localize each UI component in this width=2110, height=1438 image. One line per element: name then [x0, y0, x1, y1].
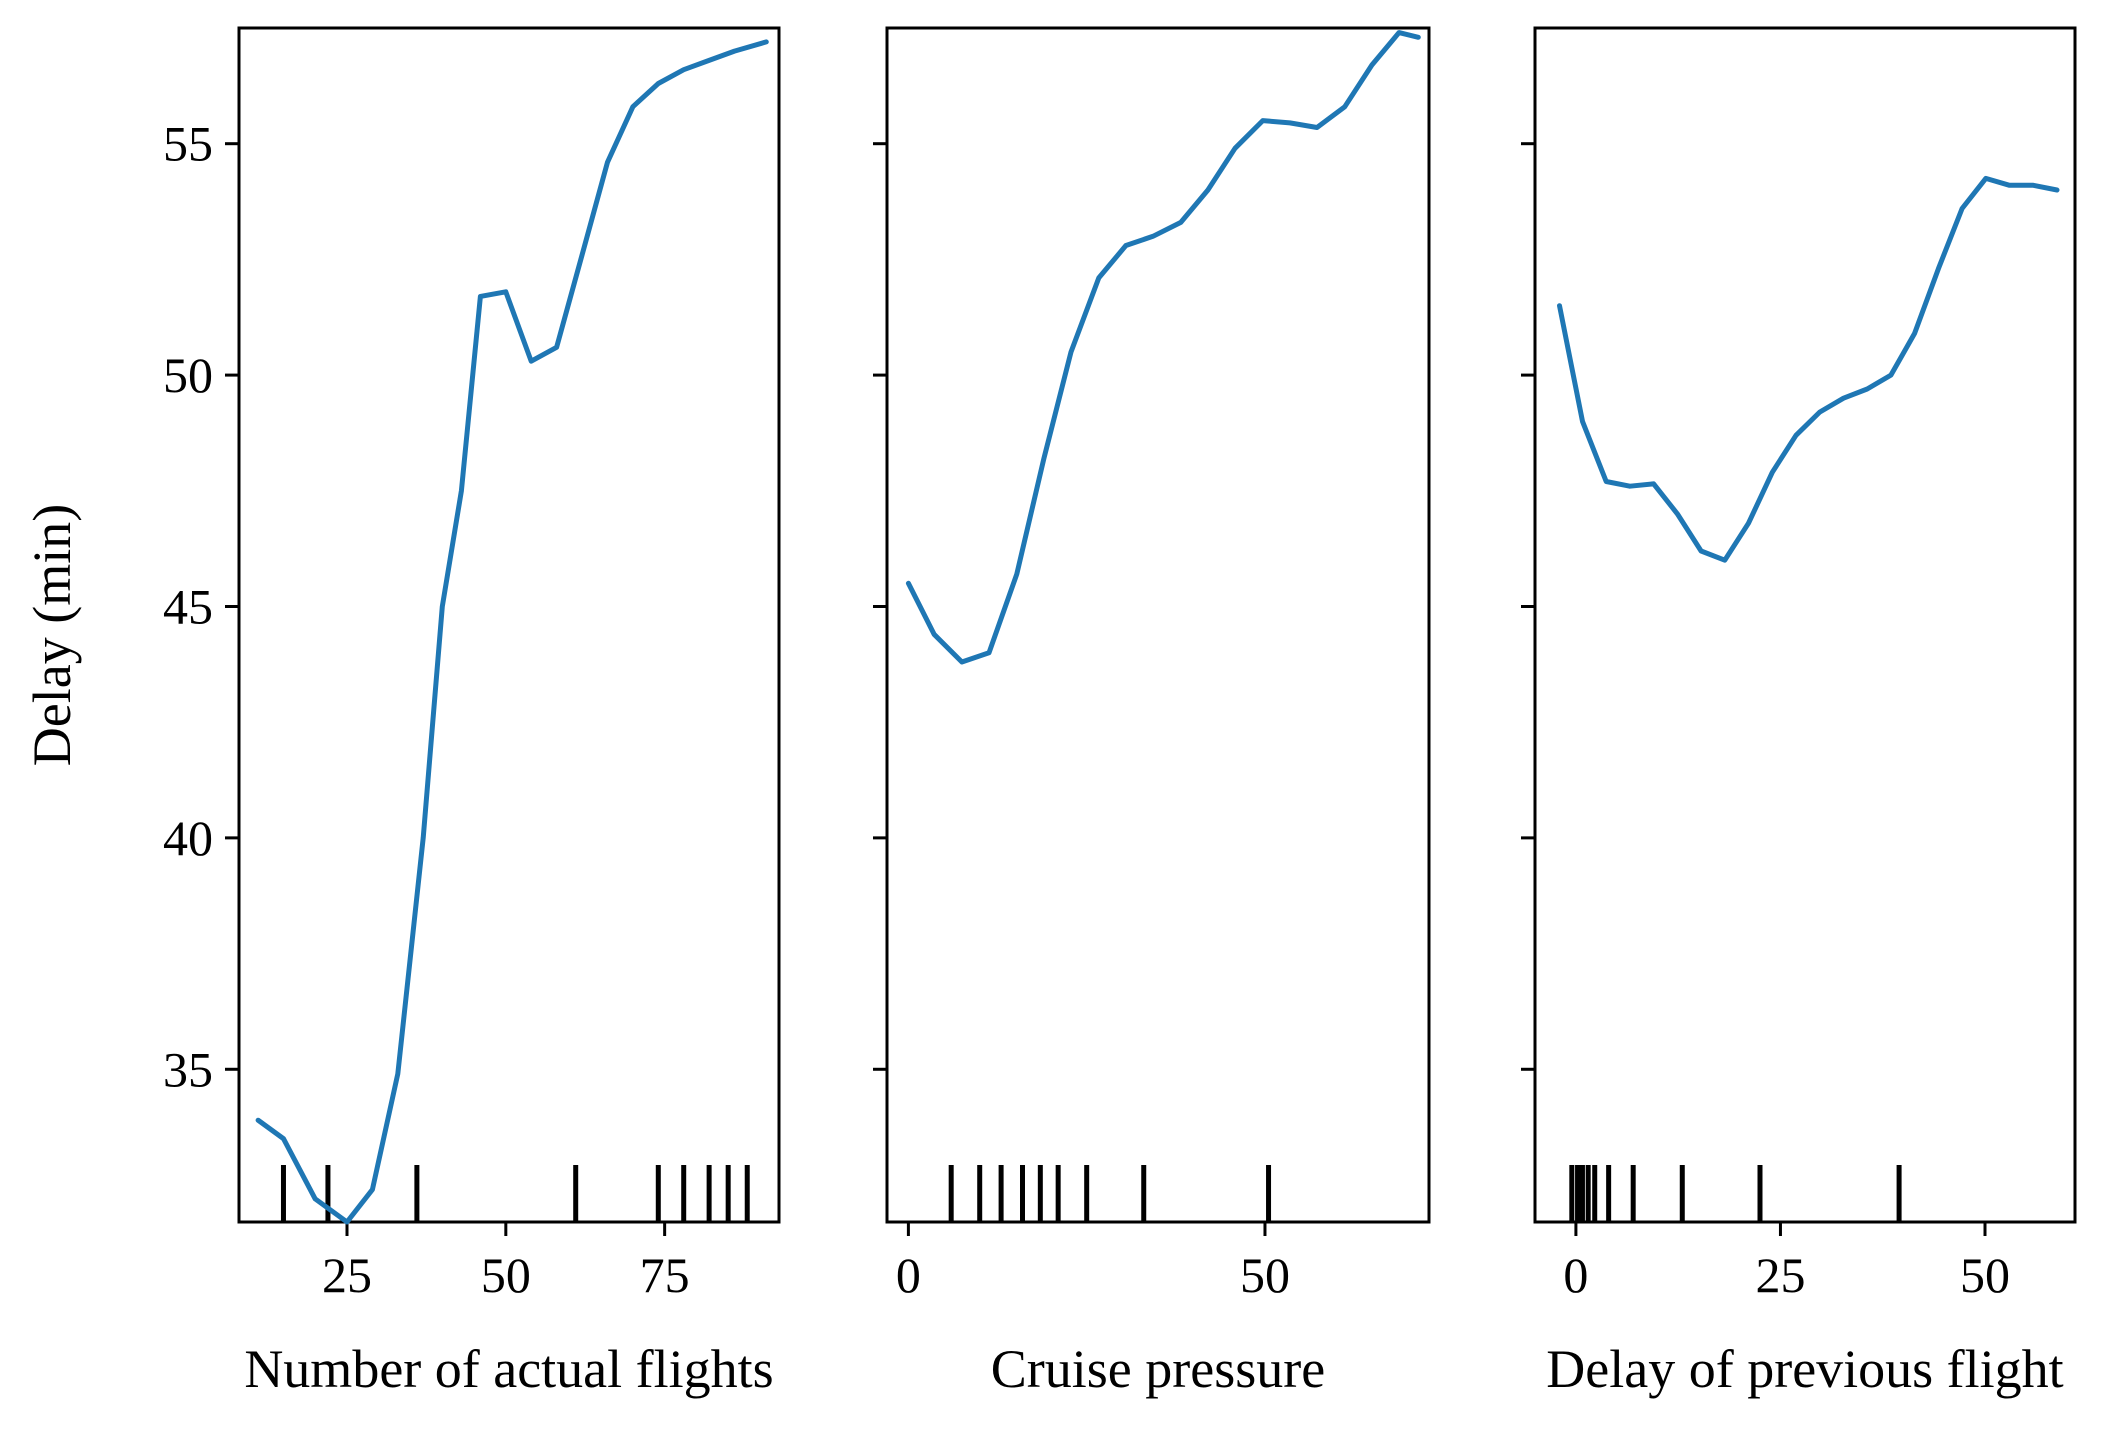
x-axis-label: Delay of previous flight	[1546, 1339, 2063, 1399]
y-tick-label: 40	[163, 810, 213, 866]
x-tick-label: 50	[1240, 1247, 1290, 1303]
panel-2: 0 50 Cruise pressure	[873, 26, 1431, 1399]
pdp-curve-1	[255, 39, 769, 1225]
y-tick-label: 45	[163, 578, 213, 634]
x-axis-label: Cruise pressure	[991, 1339, 1325, 1399]
panel-2-frame	[885, 26, 1431, 1224]
x-tick-label: 0	[896, 1247, 921, 1303]
y-tick-label: 50	[163, 347, 213, 403]
pdp-curve-3	[1557, 175, 2060, 563]
y-tick-label: 55	[163, 116, 213, 172]
panel-1: 35 40 45 50 55 25 50 75 Number of actual flights	[163, 26, 781, 1399]
x-tick-label: 75	[640, 1247, 690, 1303]
y-axis-label: Delay (min)	[22, 504, 82, 766]
pdp-curve-2	[905, 30, 1421, 665]
panels: 35 40 45 50 55 25 50 75 Number of actual flights…	[163, 26, 2077, 1399]
x-tick-label: 25	[1755, 1247, 1805, 1303]
panel-3-frame	[1533, 26, 2077, 1224]
panel-3: 0 25 50 Delay of previous flight	[1521, 26, 2077, 1399]
panel-1-frame	[237, 26, 781, 1224]
y-tick-label: 35	[163, 1041, 213, 1097]
x-tick-label: 50	[481, 1247, 531, 1303]
x-tick-label: 0	[1563, 1247, 1588, 1303]
x-axis-label: Number of actual flights	[244, 1339, 773, 1399]
x-tick-label: 25	[322, 1247, 372, 1303]
x-tick-label: 50	[1960, 1247, 2010, 1303]
